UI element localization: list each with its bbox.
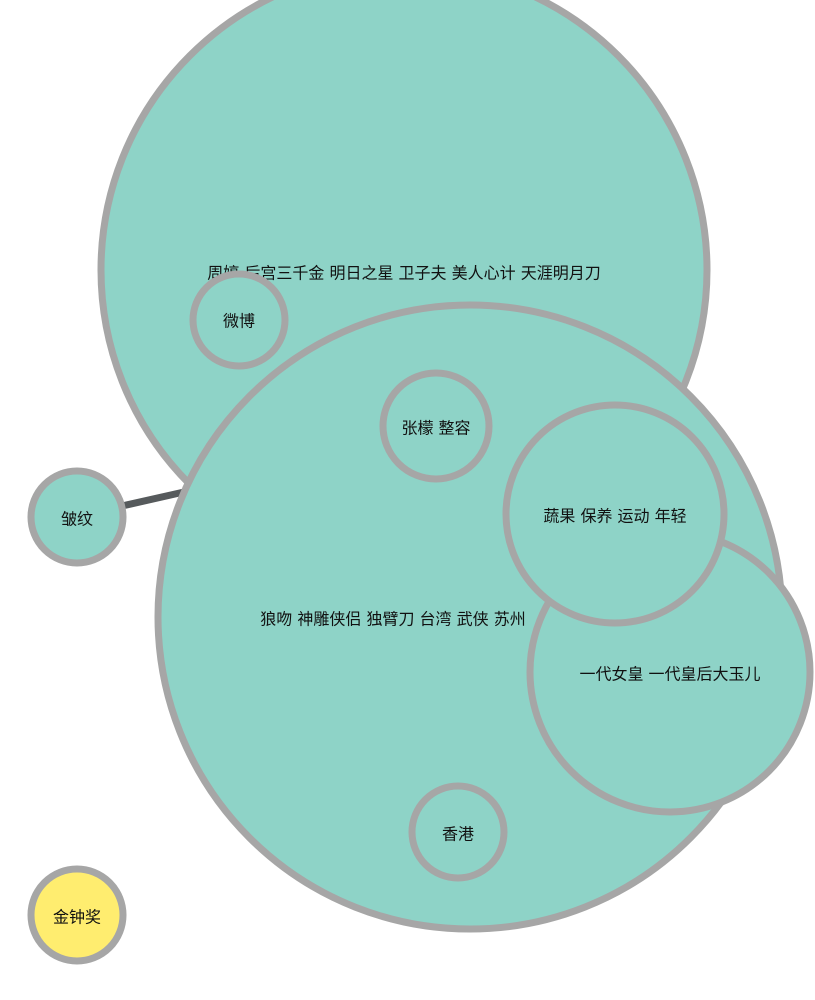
bubble-node-n5[interactable]: 张檬 整容 — [379, 369, 493, 483]
bubble-circle[interactable] — [189, 270, 289, 370]
link-n8-n2 — [121, 488, 185, 510]
bubble-node-n6[interactable]: 微博 — [189, 270, 289, 370]
bubble-node-n9[interactable]: 金钟奖 — [27, 865, 127, 965]
bubble-circle[interactable] — [502, 401, 728, 627]
links-layer — [121, 488, 185, 510]
bubble-circle[interactable] — [27, 467, 127, 567]
bubble-circle[interactable] — [27, 865, 127, 965]
bubble-circle[interactable] — [408, 782, 508, 882]
bubble-circle[interactable] — [379, 369, 493, 483]
bubble-node-n8[interactable]: 皱纹 — [27, 467, 127, 567]
bubble-node-n4[interactable]: 蔬果 保养 运动 年轻 — [502, 401, 728, 627]
bubble-node-n7[interactable]: 香港 — [408, 782, 508, 882]
